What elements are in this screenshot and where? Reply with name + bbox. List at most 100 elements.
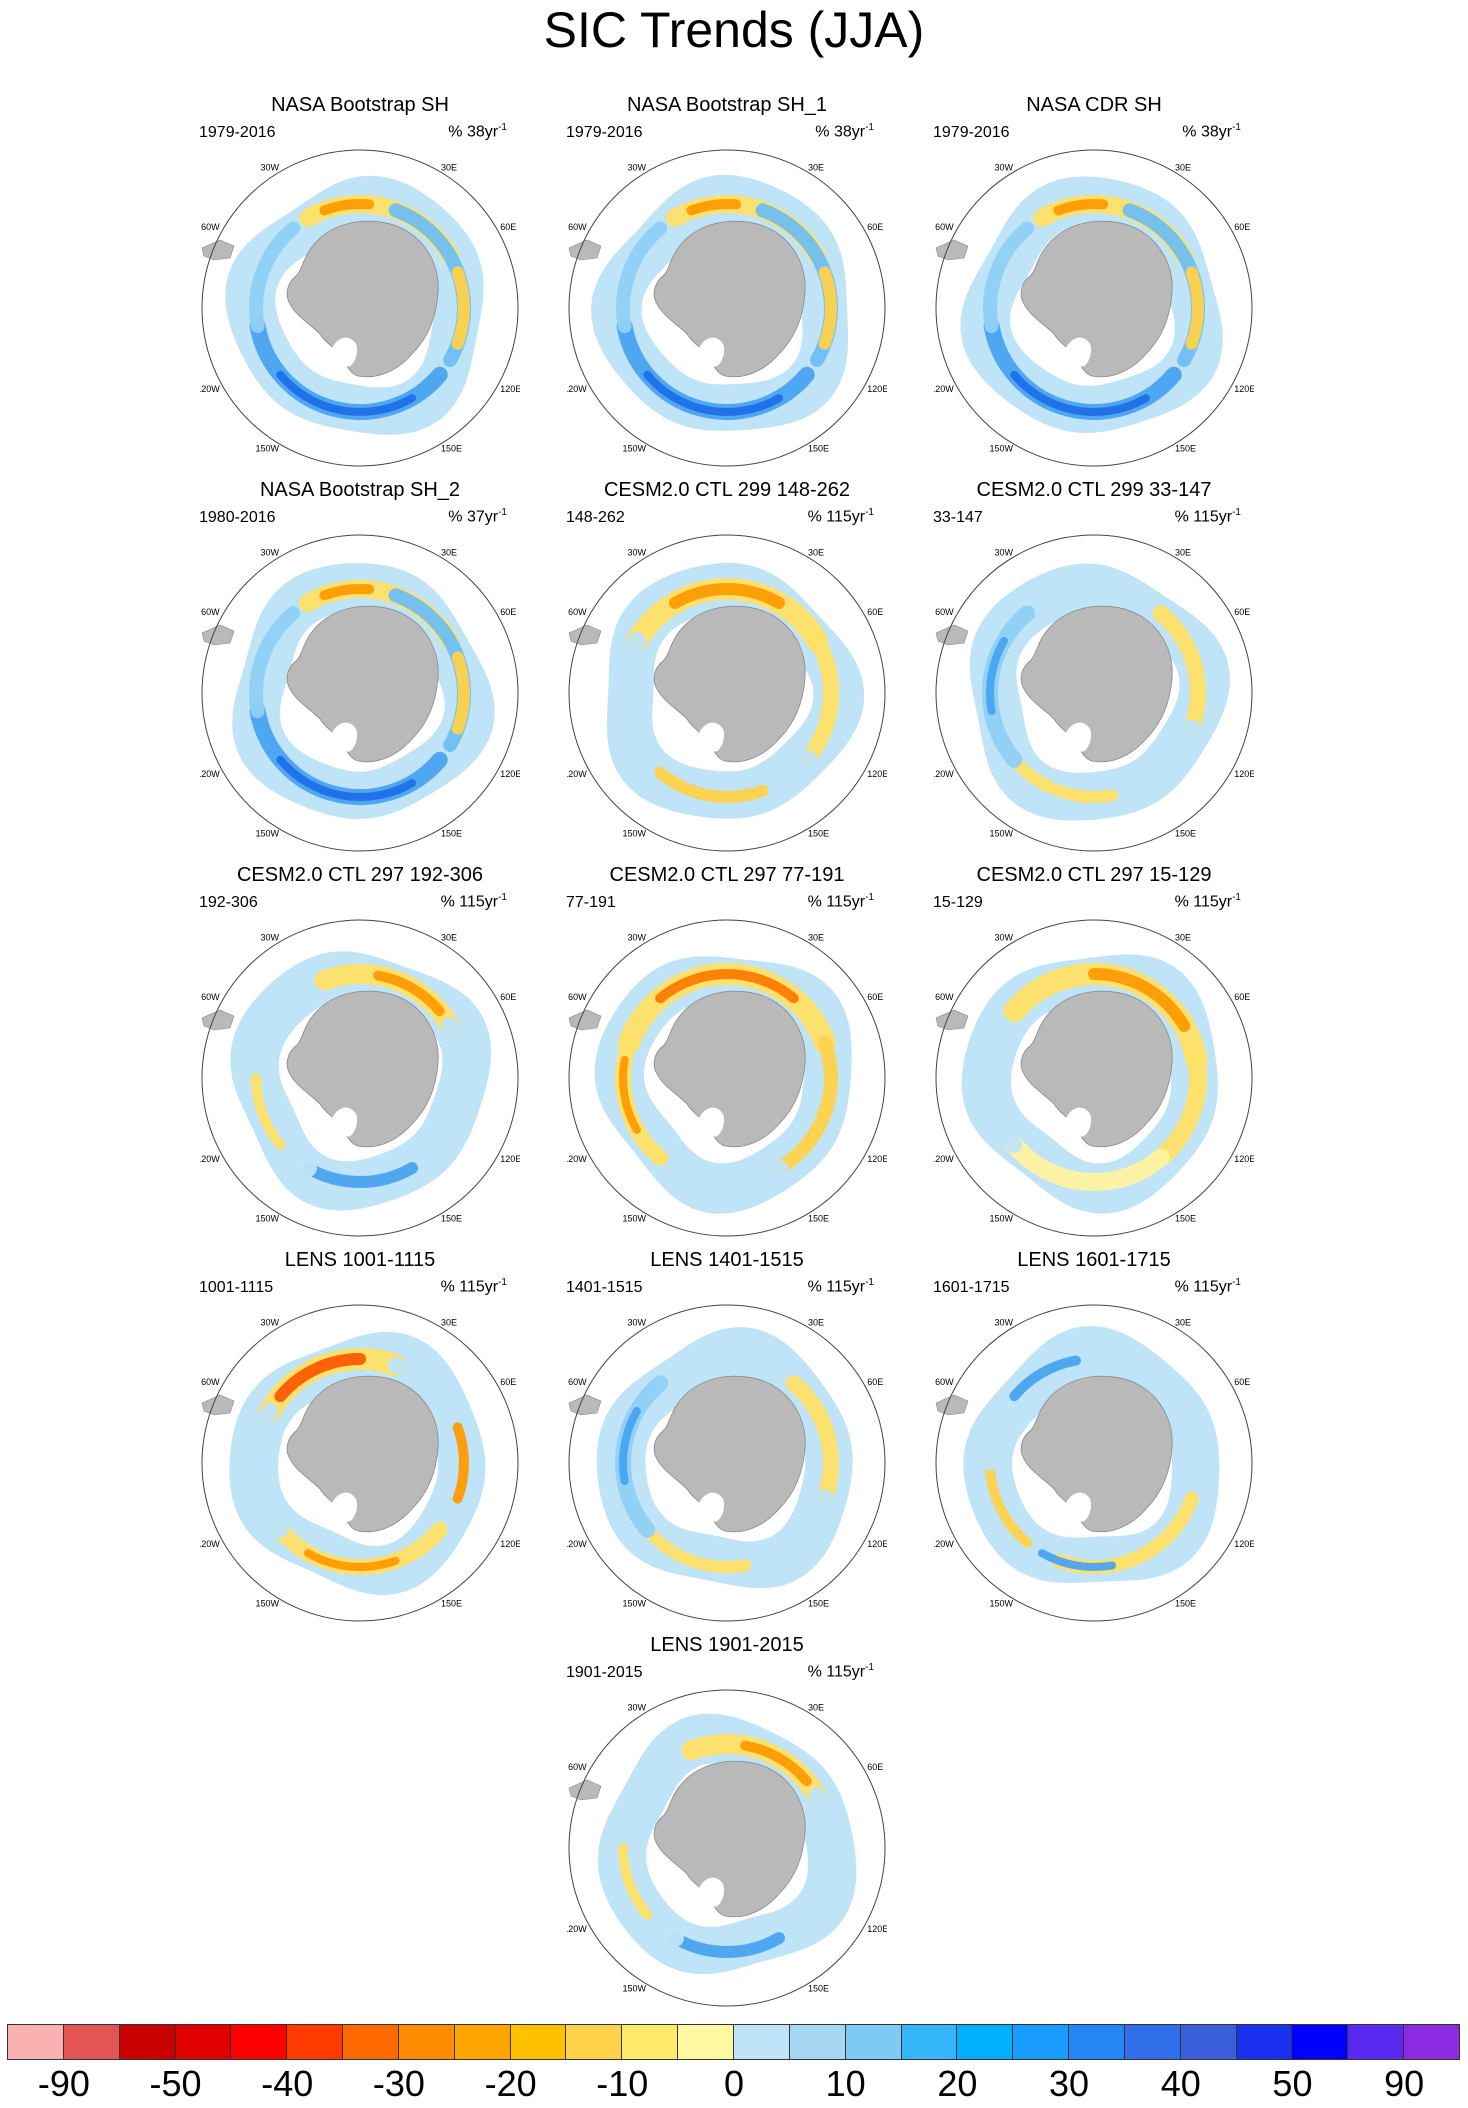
- map-boundary: [201, 149, 519, 467]
- panel-units: % 115yr-1: [807, 507, 874, 526]
- panel-units: % 115yr-1: [807, 1662, 874, 1681]
- panel-period: 192-306: [199, 894, 258, 911]
- longitude-label: 120W: [200, 1539, 220, 1549]
- longitude-label: 60W: [568, 992, 587, 1002]
- longitude-label: 120W: [567, 769, 587, 779]
- longitude-label: 30E: [1175, 1318, 1191, 1328]
- longitude-label: 30E: [441, 933, 457, 943]
- panel-period: 1901-2015: [566, 1664, 643, 1681]
- sea-ice-field: [960, 176, 1223, 433]
- longitude-label: 120E: [500, 1539, 520, 1549]
- panel-period: 1401-1515: [566, 1279, 643, 1296]
- longitude-label: 120E: [500, 769, 520, 779]
- panel-units: % 115yr-1: [807, 1277, 874, 1296]
- antarctica-landmass: [286, 605, 439, 763]
- south-america-landmass: [568, 239, 602, 261]
- longitude-label: 30W: [260, 163, 279, 173]
- panel-title: NASA CDR SH: [1026, 94, 1162, 116]
- panel-period: 33-147: [933, 509, 983, 526]
- ice-shelf: [332, 722, 358, 752]
- longitude-label: 60E: [500, 992, 516, 1002]
- trend-band: [1152, 605, 1206, 737]
- south-america-landmass: [568, 1779, 602, 1801]
- longitude-label: 120E: [1234, 1154, 1254, 1164]
- trend-band: [772, 1035, 838, 1176]
- longitude-label: 150E: [808, 1213, 829, 1223]
- colorbar-label: 0: [723, 2063, 745, 2104]
- longitude-label: 30E: [808, 163, 824, 173]
- longitude-label: 30E: [808, 548, 824, 558]
- longitude-label: 120E: [500, 1154, 520, 1164]
- longitude-label: 30E: [1175, 163, 1191, 173]
- longitude-label: 30W: [627, 548, 646, 558]
- longitude-label: 30W: [260, 933, 279, 943]
- longitude-label: 60E: [867, 1762, 883, 1772]
- panel-period: 1979-2016: [566, 124, 643, 141]
- trend-band: [276, 755, 416, 801]
- antarctica-landmass: [1020, 990, 1173, 1148]
- colorbar-swatch: [900, 2024, 958, 2060]
- colorbar-swatch: [230, 2024, 288, 2060]
- longitude-label: 0: [1091, 914, 1096, 915]
- trend-band: [981, 1403, 1012, 1471]
- panel-units: % 115yr-1: [440, 1277, 507, 1296]
- antarctica-landmass: [1020, 605, 1173, 763]
- trend-band: [1088, 968, 1191, 1032]
- south-america-landmass: [568, 1394, 602, 1416]
- polar-map: 030E60E90E120E150E180150W120W90W60W30W: [934, 144, 1254, 472]
- longitude-label: 30W: [627, 1703, 646, 1713]
- panel-units: % 38yr-1: [448, 122, 507, 141]
- colorbar-swatch: [1347, 2024, 1405, 2060]
- longitude-label: 150E: [808, 828, 829, 838]
- colorbar-label: 40: [1160, 2063, 1201, 2104]
- map-boundary: [568, 1304, 886, 1622]
- panel-period: 15-129: [933, 894, 983, 911]
- colorbar-label: 30: [1049, 2063, 1090, 2104]
- antarctica-landmass: [653, 1760, 806, 1918]
- colorbar-swatch: [677, 2024, 734, 2060]
- polar-map: 030E60E90E120E150E180150W120W90W60W30W: [934, 914, 1254, 1242]
- colorbar-swatch: [565, 2024, 623, 2060]
- polar-map: 030E60E90E120E150E180150W120W90W60W30W: [200, 144, 520, 472]
- trend-band: [1005, 1135, 1170, 1191]
- colorbar-label: 90: [1384, 2063, 1425, 2104]
- trend-band: [319, 584, 375, 601]
- longitude-label: 150W: [622, 443, 646, 453]
- colorbar: -90 -50 -40 -30 -20 -10 0 10 20 30 40 50 90: [7, 2024, 1460, 2108]
- longitude-label: 0: [724, 529, 729, 530]
- ice-shelf: [699, 1877, 725, 1907]
- colorbar-boxes: [7, 2024, 1460, 2060]
- colorbar-swatch: [1012, 2024, 1070, 2060]
- longitude-label: 120E: [500, 384, 520, 394]
- colorbar-swatch: [62, 2024, 120, 2060]
- main-title: SIC Trends (JJA): [543, 2, 925, 58]
- longitude-label: 60W: [201, 607, 220, 617]
- south-america-landmass: [201, 624, 235, 646]
- map-boundary: [935, 919, 1253, 1237]
- trend-band: [1009, 1355, 1081, 1402]
- longitude-label: 120W: [934, 1154, 954, 1164]
- longitude-label: 0: [357, 144, 362, 145]
- colorbar-swatch: [732, 2024, 790, 2060]
- ice-shelf: [699, 1492, 725, 1522]
- longitude-label: 60W: [935, 222, 954, 232]
- trend-band: [619, 1407, 641, 1486]
- trend-band: [302, 1162, 418, 1188]
- panel-period: 1980-2016: [199, 509, 276, 526]
- map-panel: CESM2.0 CTL 297 77-191 77-191 % 115yr-1 0 30…: [562, 862, 892, 1242]
- longitude-label: 150E: [808, 1598, 829, 1608]
- polar-map: 030E60E90E120E150E180150W120W90W60W30W: [567, 529, 887, 857]
- longitude-label: 60E: [867, 1377, 883, 1387]
- longitude-label: 0: [724, 1299, 729, 1300]
- colorbar-swatch: [844, 2024, 902, 2060]
- south-america-landmass: [568, 1009, 602, 1031]
- antarctica-landmass: [653, 990, 806, 1148]
- colorbar-swatch: [956, 2024, 1014, 2060]
- longitude-label: 0: [1091, 529, 1096, 530]
- trend-band: [319, 199, 375, 216]
- trend-band: [740, 1740, 812, 1787]
- longitude-label: 120E: [1234, 769, 1254, 779]
- ice-shelf: [332, 1492, 358, 1522]
- longitude-label: 60E: [500, 607, 516, 617]
